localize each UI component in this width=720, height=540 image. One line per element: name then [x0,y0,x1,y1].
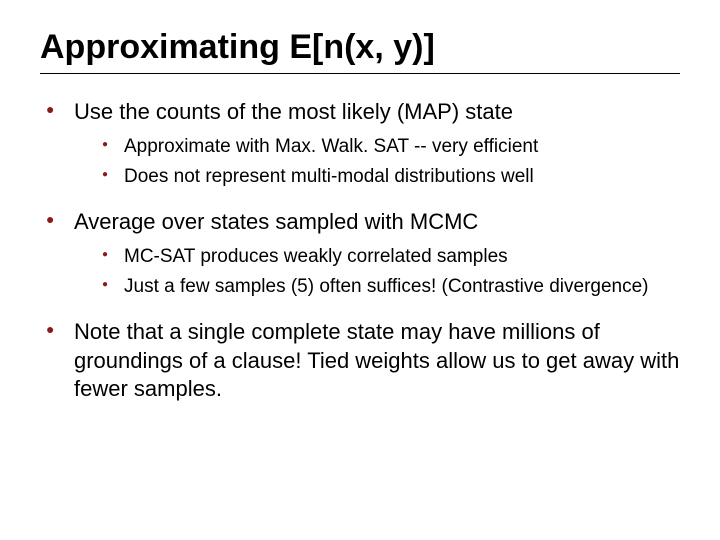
slide: Approximating E[n(x, y)] Use the counts … [0,0,720,540]
list-item-text: Use the counts of the most likely (MAP) … [74,99,513,124]
list-subitem: Approximate with Max. Walk. SAT -- very … [102,135,680,160]
list-item: Use the counts of the most likely (MAP) … [46,98,680,190]
list-subitem-text: MC-SAT produces weakly correlated sample… [124,246,508,267]
bullet-sublist: Approximate with Max. Walk. SAT -- very … [74,135,680,190]
list-subitem-text: Does not represent multi-modal distribut… [124,166,534,187]
list-subitem-text: Approximate with Max. Walk. SAT -- very … [124,136,538,157]
list-subitem-text: Just a few samples (5) often suffices! (… [124,276,649,297]
bullet-list: Use the counts of the most likely (MAP) … [40,98,680,404]
list-subitem: MC-SAT produces weakly correlated sample… [102,245,680,270]
list-subitem: Does not represent multi-modal distribut… [102,165,680,190]
list-item-text: Average over states sampled with MCMC [74,209,478,234]
list-item-text: Note that a single complete state may ha… [74,319,679,401]
title-rule [40,73,680,74]
list-item: Note that a single complete state may ha… [46,318,680,404]
bullet-sublist: MC-SAT produces weakly correlated sample… [74,245,680,300]
list-item: Average over states sampled with MCMC MC… [46,208,680,300]
slide-title: Approximating E[n(x, y)] [40,28,680,67]
list-subitem: Just a few samples (5) often suffices! (… [102,275,680,300]
